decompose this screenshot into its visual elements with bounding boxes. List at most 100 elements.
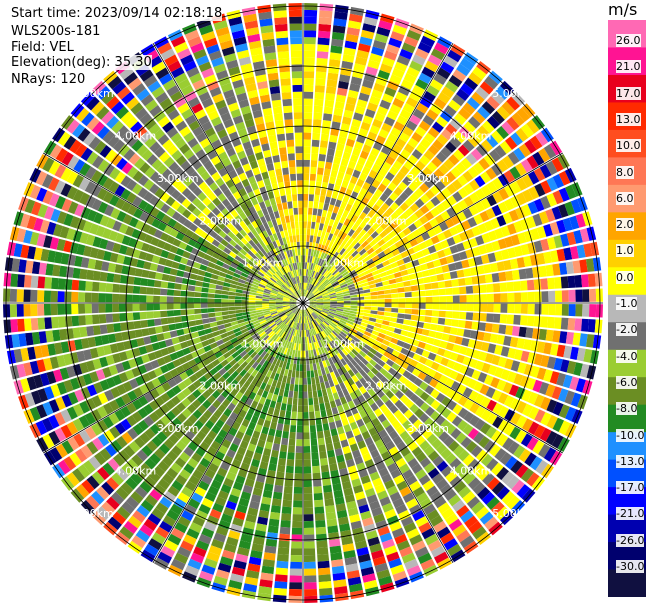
velocity-cell <box>480 409 492 422</box>
velocity-cell <box>266 328 273 335</box>
velocity-cell <box>330 428 338 437</box>
velocity-cell <box>316 317 323 324</box>
velocity-cell <box>431 289 440 296</box>
velocity-cell <box>385 269 394 276</box>
velocity-cell <box>269 307 277 310</box>
velocity-cell <box>365 9 380 20</box>
velocity-cell <box>149 263 158 272</box>
velocity-cell <box>176 391 187 402</box>
velocity-cell <box>463 399 474 410</box>
velocity-cell <box>181 408 192 419</box>
velocity-cell <box>166 127 179 139</box>
velocity-cell <box>324 344 331 352</box>
velocity-cell <box>297 405 303 413</box>
velocity-cell <box>147 245 157 254</box>
velocity-cell <box>151 435 163 448</box>
velocity-cell <box>540 278 549 290</box>
velocity-cell <box>393 121 405 132</box>
velocity-cell <box>230 218 239 227</box>
velocity-cell <box>60 424 73 439</box>
velocity-cell <box>296 439 303 447</box>
velocity-cell <box>367 227 375 236</box>
velocity-cell <box>337 301 344 303</box>
velocity-cell <box>357 300 365 303</box>
velocity-cell <box>151 86 165 99</box>
velocity-cell <box>480 198 491 210</box>
velocity-cell <box>314 513 325 521</box>
velocity-cell <box>213 63 227 74</box>
velocity-cell <box>388 256 397 264</box>
velocity-cell <box>45 330 54 343</box>
velocity-cell <box>475 506 490 520</box>
velocity-cell <box>278 209 285 218</box>
velocity-cell <box>409 279 418 286</box>
velocity-cell <box>103 250 112 262</box>
velocity-cell <box>61 440 74 455</box>
velocity-cell <box>430 545 446 558</box>
velocity-cell <box>293 284 298 291</box>
velocity-cell <box>319 10 333 19</box>
velocity-cell <box>365 66 378 76</box>
velocity-cell <box>195 446 206 457</box>
velocity-cell <box>250 550 263 559</box>
velocity-cell <box>467 166 479 179</box>
velocity-cell <box>198 91 211 103</box>
velocity-cell <box>469 179 480 191</box>
velocity-cell <box>465 153 478 165</box>
velocity-cell <box>204 127 216 138</box>
velocity-cell <box>310 166 317 175</box>
velocity-cell <box>441 465 453 478</box>
velocity-cell <box>118 351 128 362</box>
velocity-cell <box>320 312 328 317</box>
velocity-cell <box>347 237 355 245</box>
velocity-cell <box>312 208 318 216</box>
velocity-cell <box>370 295 378 300</box>
velocity-cell <box>303 139 311 147</box>
velocity-cell <box>448 494 461 507</box>
velocity-cell <box>583 243 593 258</box>
velocity-cell <box>244 333 252 340</box>
velocity-cell <box>251 267 259 274</box>
velocity-cell <box>243 372 251 380</box>
velocity-cell <box>198 221 208 231</box>
velocity-cell <box>461 375 471 386</box>
velocity-cell <box>404 399 415 409</box>
velocity-cell <box>228 169 238 179</box>
velocity-cell <box>166 235 176 245</box>
velocity-cell <box>374 439 385 449</box>
velocity-cell <box>523 255 532 267</box>
velocity-cell <box>412 54 426 66</box>
velocity-cell <box>128 441 141 453</box>
velocity-cell <box>320 323 326 330</box>
velocity-cell <box>409 359 419 368</box>
velocity-cell <box>400 79 414 90</box>
velocity-cell <box>263 292 270 296</box>
velocity-cell <box>360 29 375 40</box>
velocity-cell <box>353 63 366 73</box>
velocity-cell <box>228 102 239 112</box>
velocity-cell <box>389 192 399 202</box>
velocity-cell <box>269 197 277 206</box>
velocity-cell <box>448 99 461 112</box>
velocity-cell <box>153 318 162 326</box>
velocity-cell <box>309 304 317 307</box>
velocity-cell <box>500 293 508 303</box>
velocity-cell <box>305 290 310 297</box>
velocity-cell <box>339 248 346 256</box>
velocity-cell <box>481 491 496 505</box>
velocity-cell <box>157 116 170 128</box>
velocity-cell <box>303 309 306 317</box>
velocity-cell <box>339 216 346 224</box>
velocity-cell <box>196 324 205 331</box>
velocity-cell <box>449 457 462 470</box>
velocity-cell <box>263 275 270 281</box>
velocity-cell <box>132 170 144 183</box>
velocity-cell <box>86 209 98 222</box>
velocity-cell <box>16 363 27 378</box>
velocity-cell <box>400 446 411 457</box>
velocity-cell <box>371 417 381 427</box>
velocity-cell <box>271 204 278 213</box>
velocity-cell <box>282 304 290 307</box>
velocity-cell <box>455 162 467 174</box>
velocity-cell <box>110 440 123 453</box>
